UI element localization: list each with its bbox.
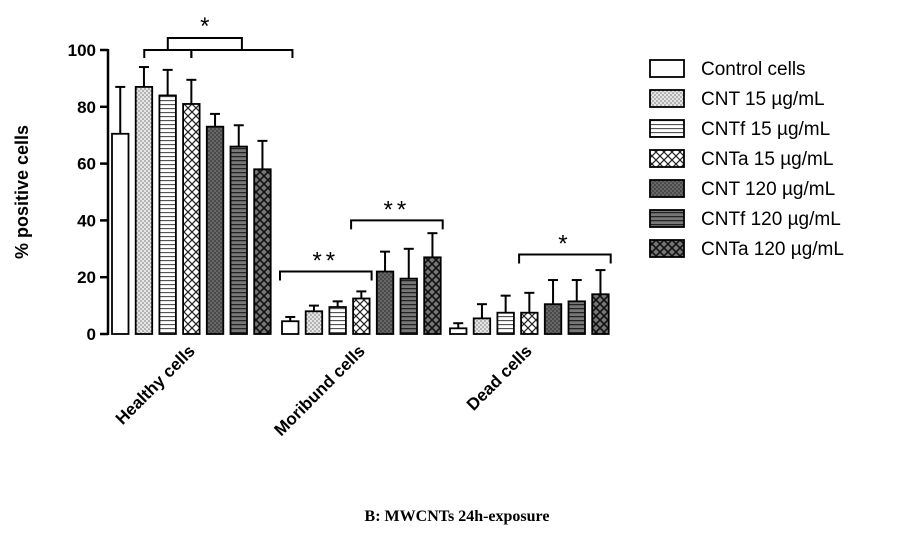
bar bbox=[352, 297, 371, 335]
legend-label: CNTf 120 µg/mL bbox=[701, 209, 841, 230]
y-tick-label: 80 bbox=[77, 98, 96, 117]
significance-bracket bbox=[190, 49, 294, 58]
legend-label: CNT 120 µg/mL bbox=[701, 179, 835, 200]
figure-caption: B: MWCNTs 24h-exposure bbox=[364, 508, 550, 525]
bar bbox=[496, 311, 515, 335]
bar bbox=[399, 277, 418, 335]
bar bbox=[304, 310, 324, 335]
category-label: Dead cells bbox=[463, 341, 536, 414]
legend-swatch bbox=[649, 239, 685, 258]
legend-label: Control cells bbox=[701, 59, 806, 80]
bar bbox=[134, 86, 154, 335]
significance-annotations: ****** bbox=[143, 13, 612, 281]
bar bbox=[229, 145, 248, 335]
legend-label: CNTf 15 µg/mL bbox=[701, 119, 830, 140]
legend-swatch bbox=[649, 149, 685, 168]
legend-label: CNTa 15 µg/mL bbox=[701, 149, 833, 170]
bar bbox=[328, 306, 347, 335]
y-tick-label: 40 bbox=[77, 211, 96, 230]
bar bbox=[591, 293, 610, 335]
y-tick-label: 0 bbox=[87, 325, 96, 344]
legend: Control cells CNT 15 µg/mL CNTf 15 µg/mL CN… bbox=[649, 59, 844, 260]
bar bbox=[449, 327, 468, 335]
bar bbox=[567, 300, 586, 335]
significance-label: * bbox=[200, 13, 209, 40]
bars bbox=[111, 66, 610, 335]
legend-swatch bbox=[649, 209, 685, 228]
bar bbox=[543, 303, 563, 335]
legend-label: CNT 15 µg/mL bbox=[701, 89, 825, 110]
significance-bracket bbox=[166, 37, 243, 50]
bar bbox=[111, 132, 130, 335]
legend-swatch bbox=[649, 59, 685, 78]
significance-bracket bbox=[350, 219, 444, 230]
significance-bracket bbox=[279, 270, 373, 281]
bar bbox=[158, 94, 177, 335]
significance-bracket bbox=[518, 253, 612, 264]
legend-swatch bbox=[649, 119, 685, 138]
significance-bracket bbox=[143, 49, 193, 58]
category-labels: Healthy cells Moribund cells Dead cells bbox=[112, 341, 536, 439]
y-axis-label: % positive cells bbox=[12, 125, 32, 259]
bar bbox=[423, 256, 442, 335]
significance-label: * bbox=[558, 230, 571, 257]
category-label: Moribund cells bbox=[271, 341, 369, 439]
legend-label: CNTa 120 µg/mL bbox=[701, 239, 844, 260]
significance-label: ** bbox=[312, 248, 339, 275]
bar bbox=[375, 270, 395, 335]
bar bbox=[253, 168, 272, 335]
legend-swatch bbox=[649, 179, 685, 198]
bar bbox=[205, 125, 225, 335]
significance-label: ** bbox=[384, 196, 411, 223]
bar bbox=[520, 311, 539, 335]
y-tick-label: 100 bbox=[68, 41, 96, 60]
y-tick-label: 20 bbox=[77, 268, 96, 287]
legend-swatch bbox=[649, 89, 685, 108]
category-label: Healthy cells bbox=[112, 341, 199, 428]
bar bbox=[281, 320, 300, 335]
bar bbox=[472, 317, 492, 335]
y-axis: 0 20 40 60 80 100 bbox=[68, 41, 110, 344]
y-tick-label: 60 bbox=[77, 155, 96, 174]
bar bbox=[182, 103, 201, 335]
bar-chart: 0 20 40 60 80 100 Healthy cells Moribund cells… bbox=[12, 13, 844, 440]
